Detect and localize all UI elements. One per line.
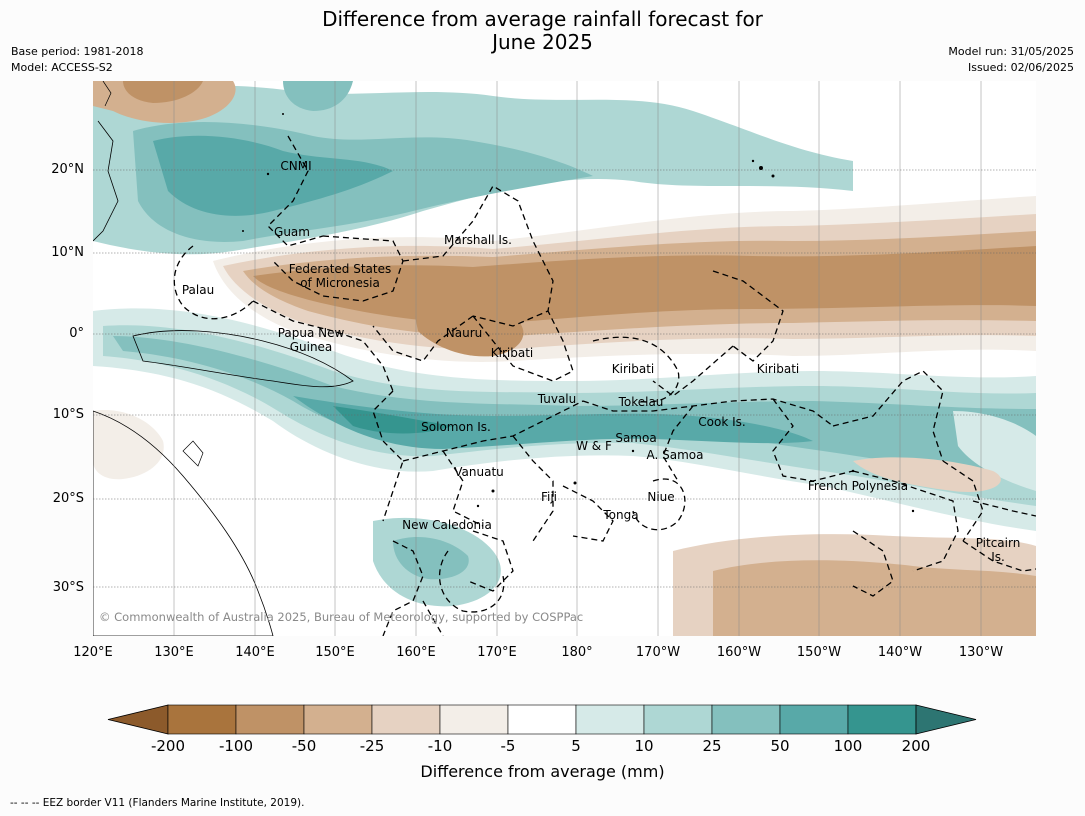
colorbar-segment [439,704,509,735]
place-label-kiribati-central: Kiribati [611,362,655,376]
lat-label-30s: 30°S [52,580,84,595]
place-label-solomon: Solomon Is. [421,420,491,434]
issued-date: Issued: 02/06/2025 [967,61,1074,74]
lon-label-130w: 130°W [958,645,1004,660]
colorbar-segment [235,704,305,735]
colorbar-extend-low [107,704,169,735]
place-label-fsm-line1: Federated States [288,262,392,276]
place-label-pitcairn-line2: Is. [991,550,1005,564]
colorbar-title: Difference from average (mm) [420,762,665,781]
colorbar-segment [847,704,917,735]
colorbar-segment [711,704,781,735]
lat-label-0: 0° [69,326,84,341]
lon-label-150e: 150°E [315,645,355,660]
colorbar-tick: 100 [833,737,863,755]
place-label-palau: Palau [181,283,215,297]
map-svg [93,81,1036,636]
colorbar-extend-high [915,704,977,735]
place-label-vanuatu: Vanuatu [454,465,504,479]
place-label-niue: Niue [647,490,675,504]
place-label-fiji: Fiji [540,490,558,504]
colorbar-tick: -10 [427,737,453,755]
colorbar-segment [575,704,645,735]
lon-label-150w: 150°W [796,645,842,660]
copyright-notice: © Commonwealth of Australia 2025, Bureau… [99,610,584,624]
place-label-guam: Guam [274,225,310,239]
lon-label-180: 180° [561,645,593,660]
place-label-samoa: Samoa [615,431,657,445]
place-label-cook-islands: Cook Is. [698,415,746,429]
lon-label-120e: 120°E [73,645,113,660]
model-name: Model: ACCESS-S2 [11,61,113,74]
place-label-tokelau: Tokelau [618,395,664,409]
lon-label-170w: 170°W [635,645,681,660]
lon-label-160e: 160°E [396,645,436,660]
lon-label-130e: 130°E [154,645,194,660]
colorbar-tick: 25 [702,737,722,755]
colorbar-segment [507,704,577,735]
colorbar-segment [167,704,237,735]
place-label-marshall: Marshall Is. [444,233,512,247]
lon-label-160w: 160°W [716,645,762,660]
colorbar-tick: 50 [770,737,790,755]
base-period: Base period: 1981-2018 [11,45,144,58]
rainfall-map [93,81,1036,636]
colorbar-tick: 10 [634,737,654,755]
colorbar-tick: 200 [901,737,931,755]
place-label-png-line1: Papua New [277,326,345,340]
place-label-pitcairn-line1: Pitcairn [975,536,1021,550]
lon-label-140w: 140°W [877,645,923,660]
colorbar-tick: -25 [359,737,385,755]
eez-footnote: -- -- -- EEZ border V11 (Flanders Marine… [10,797,305,809]
colorbar-tick: 5 [571,737,581,755]
place-label-cnmi: CNMI [280,159,312,173]
place-label-new-caledonia: New Caledonia [402,518,492,532]
place-label-wallis-futuna: W & F [576,439,612,453]
lat-label-10n: 10°N [51,245,84,260]
colorbar-tick: -50 [291,737,317,755]
colorbar-segment [779,704,849,735]
chart-title-line2: June 2025 [492,30,593,54]
colorbar-tick: -200 [150,737,186,755]
colorbar-segment [371,704,441,735]
lat-label-10s: 10°S [52,407,84,422]
place-label-kiribati-east: Kiribati [756,362,800,376]
place-label-tonga: Tonga [603,508,639,522]
place-label-fsm-line2: of Micronesia [300,276,380,290]
chart-title-line1: Difference from average rainfall forecas… [322,7,763,31]
place-label-french-polynesia: French Polynesia [807,479,909,493]
place-label-nauru: Nauru [445,326,483,340]
colorbar-segment [643,704,713,735]
place-label-png-line2: Guinea [289,340,333,354]
model-run: Model run: 31/05/2025 [948,45,1074,58]
place-label-kiribati-west: Kiribati [490,346,534,360]
lon-label-170e: 170°E [477,645,517,660]
place-label-tuvalu: Tuvalu [537,392,577,406]
colorbar-tick: -5 [500,737,516,755]
lat-label-20n: 20°N [51,162,84,177]
lat-label-20s: 20°S [52,491,84,506]
colorbar-tick: -100 [218,737,254,755]
colorbar [107,704,977,735]
place-label-american-samoa: A. Samoa [646,448,704,462]
colorbar-segment [303,704,373,735]
lon-label-140e: 140°E [235,645,275,660]
